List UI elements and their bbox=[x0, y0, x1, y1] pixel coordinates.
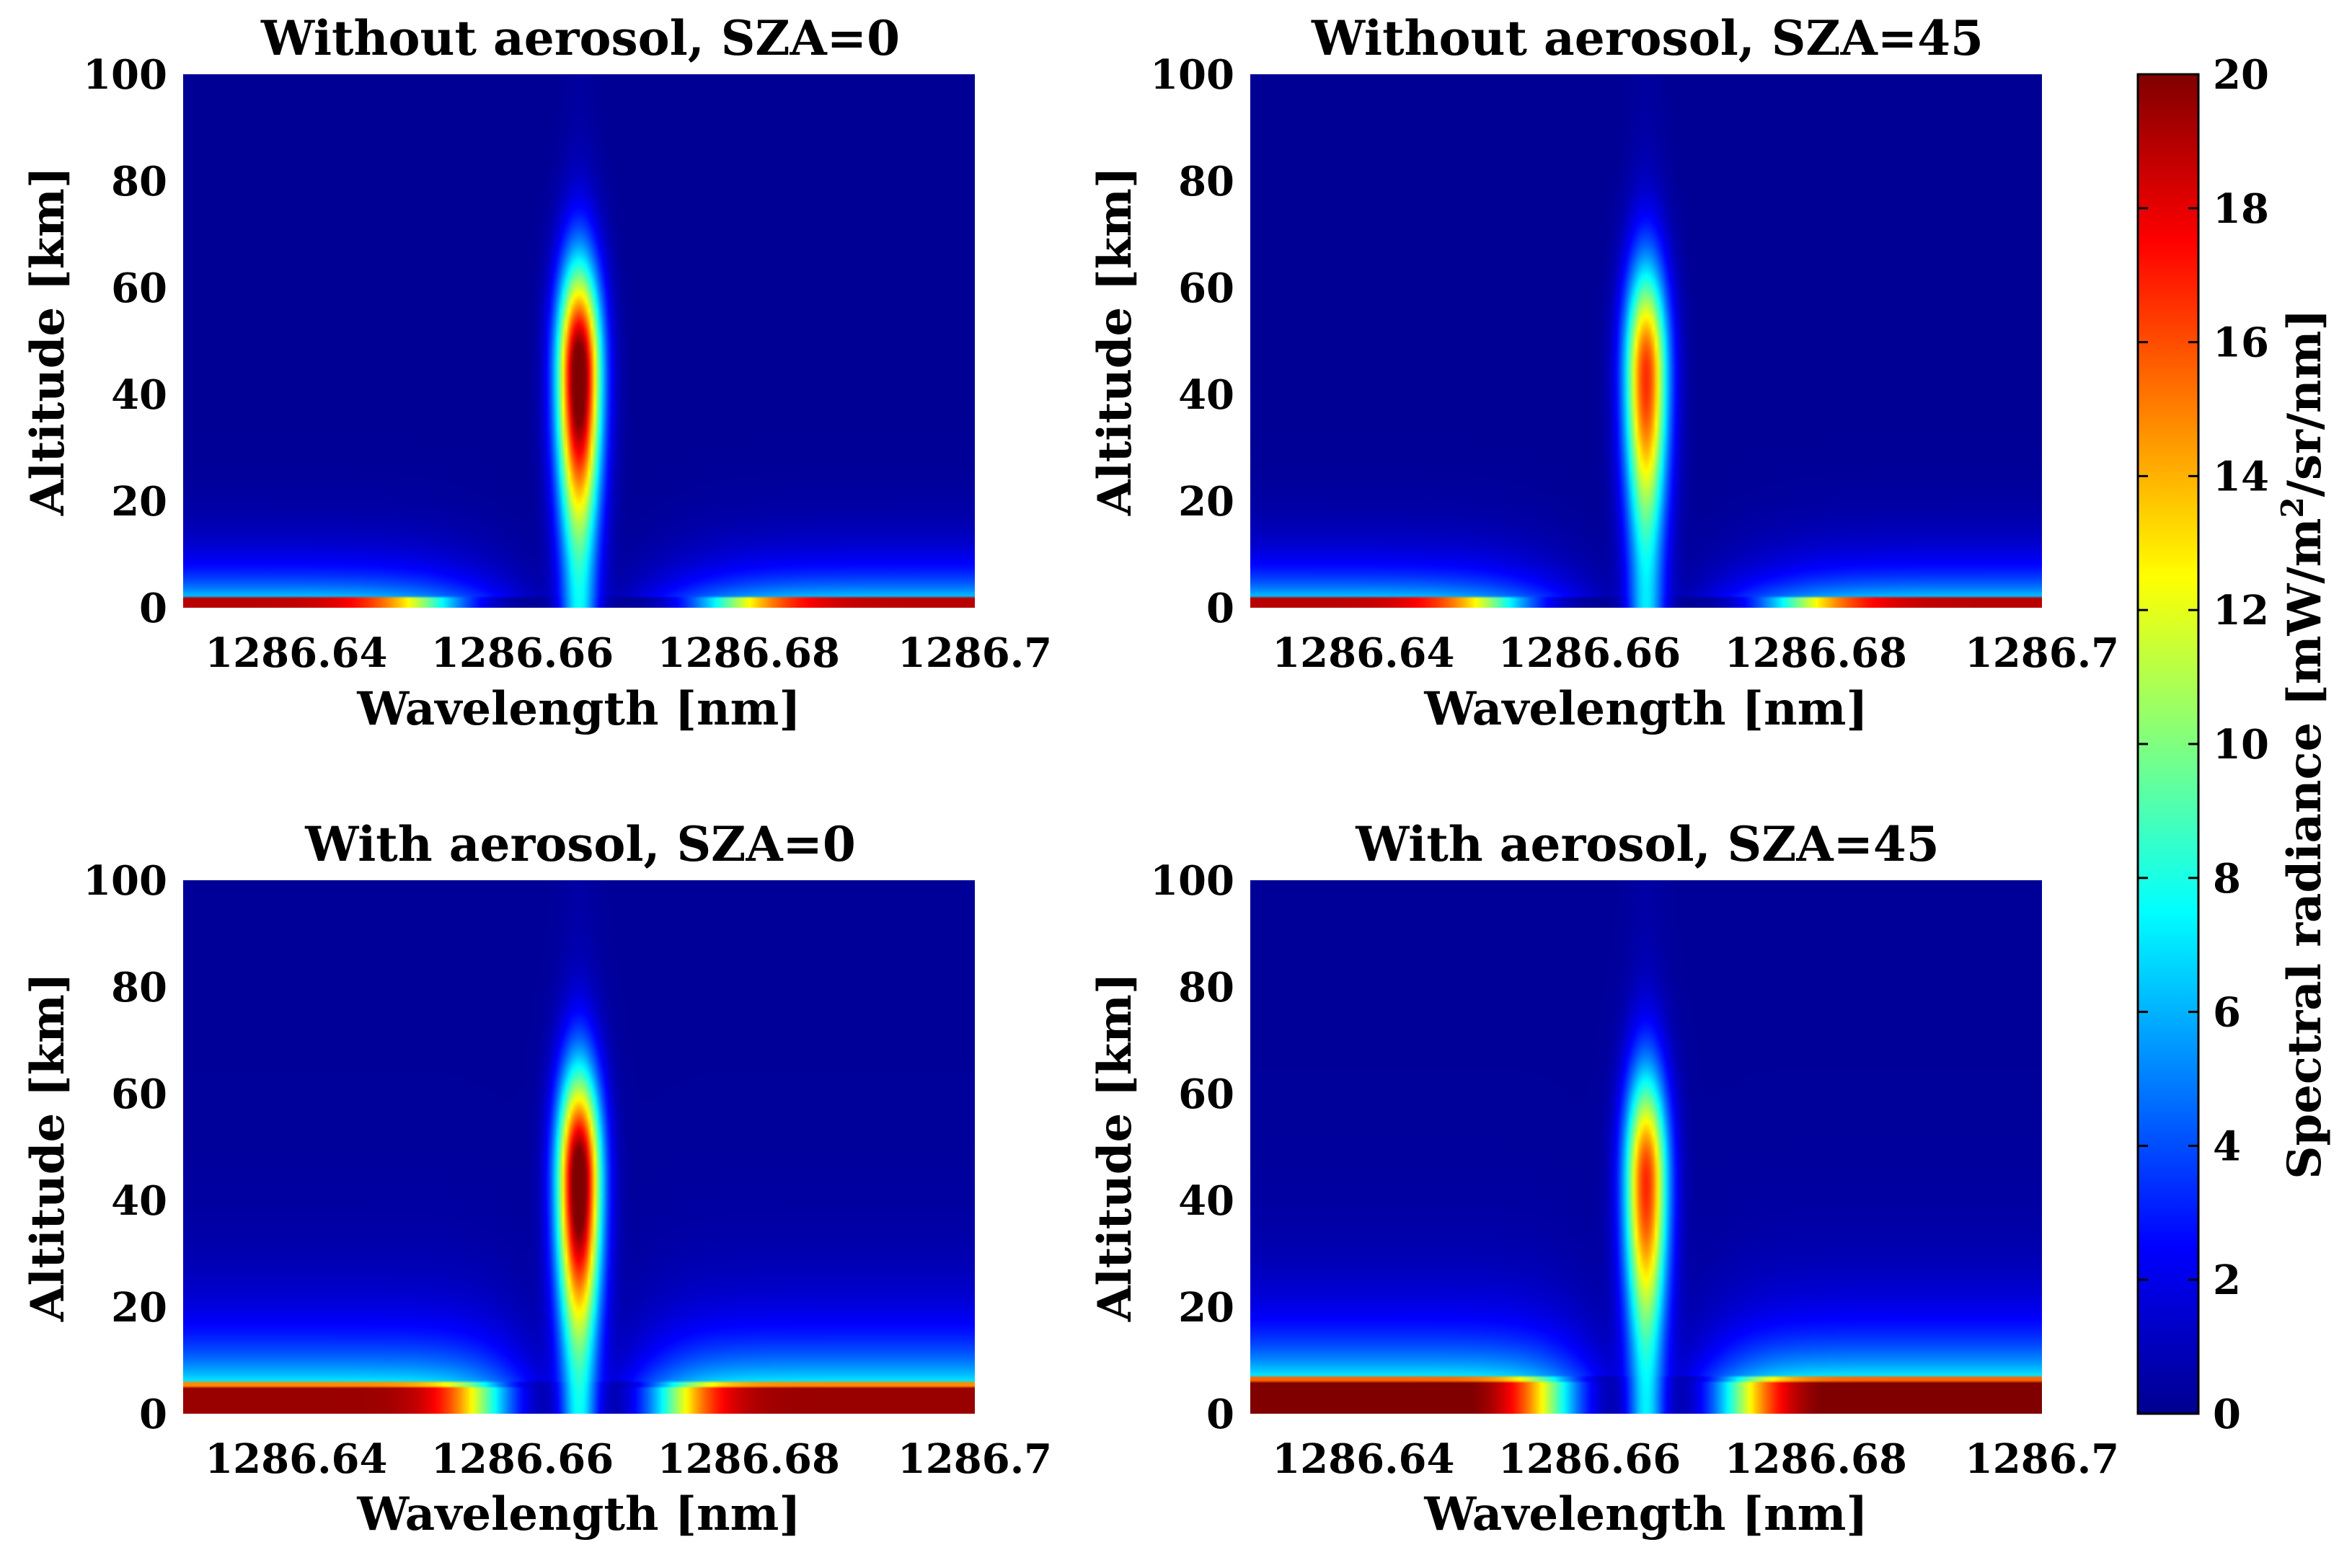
x-axis-label: Wavelength [nm] bbox=[1423, 1487, 1867, 1541]
y-tick-label: 0 bbox=[1206, 585, 1234, 632]
y-tick-label: 80 bbox=[1178, 964, 1234, 1011]
x-tick-label: 1286.66 bbox=[431, 629, 614, 677]
y-tick-label: 0 bbox=[1206, 1391, 1234, 1438]
y-tick-label: 60 bbox=[1178, 1071, 1234, 1118]
colorbar: 0 2 4 6 8 10 12 14 16 18 20 Spectral radiance [mW/… bbox=[2136, 51, 2332, 1438]
panel-with-aerosol-sza45: With aerosol, SZA=45 0 20 40 60 80 100 1286.6… bbox=[1088, 816, 2119, 1541]
y-ticks: 0 20 40 60 80 100 bbox=[1150, 857, 1234, 1438]
x-tick-label: 1286.64 bbox=[205, 1435, 387, 1483]
heatmap-image bbox=[183, 74, 975, 608]
y-tick-label: 60 bbox=[1178, 265, 1234, 312]
colorbar-tick-label: 2 bbox=[2213, 1257, 2241, 1304]
y-tick-label: 80 bbox=[111, 964, 167, 1011]
heatmap-image bbox=[1250, 880, 2042, 1414]
y-tick-label: 0 bbox=[139, 1391, 167, 1438]
x-axis-label: Wavelength [nm] bbox=[356, 1487, 800, 1541]
colorbar-tick-label: 0 bbox=[2213, 1391, 2241, 1438]
x-tick-label: 1286.64 bbox=[1272, 1435, 1454, 1483]
heatmap-area bbox=[183, 880, 975, 1414]
x-ticks: 1286.64 1286.66 1286.68 1286.7 bbox=[1272, 629, 2119, 677]
y-ticks: 0 20 40 60 80 100 bbox=[83, 51, 167, 632]
colorbar-tick-label: 4 bbox=[2213, 1122, 2241, 1170]
x-tick-label: 1286.7 bbox=[898, 629, 1052, 677]
y-tick-label: 20 bbox=[111, 478, 167, 526]
y-axis-label: Altitude [km] bbox=[21, 167, 75, 516]
y-tick-label: 100 bbox=[1150, 857, 1234, 905]
y-tick-label: 60 bbox=[111, 1071, 167, 1118]
y-tick-label: 40 bbox=[111, 1177, 167, 1225]
panel-without-aerosol-sza0: Without aerosol, SZA=0 0 20 40 60 80 100 1286… bbox=[21, 10, 1052, 736]
x-tick-label: 1286.66 bbox=[431, 1435, 614, 1483]
x-tick-label: 1286.64 bbox=[205, 629, 387, 677]
y-tick-label: 40 bbox=[1178, 371, 1234, 419]
panel-title: With aerosol, SZA=45 bbox=[1355, 816, 1939, 872]
y-axis-label: Altitude [km] bbox=[1088, 167, 1142, 516]
x-tick-label: 1286.7 bbox=[1965, 629, 2119, 677]
x-tick-label: 1286.68 bbox=[1725, 1435, 1907, 1483]
x-tick-label: 1286.68 bbox=[1725, 629, 1907, 677]
y-tick-label: 100 bbox=[83, 857, 167, 905]
y-tick-label: 20 bbox=[111, 1284, 167, 1332]
x-tick-label: 1286.7 bbox=[898, 1435, 1052, 1483]
y-tick-label: 40 bbox=[1178, 1177, 1234, 1225]
colorbar-tick-label: 12 bbox=[2213, 587, 2269, 634]
colorbar-label: Spectral radiance [mW/m2/sr/nm] bbox=[2275, 309, 2332, 1179]
heatmap-image bbox=[183, 880, 975, 1414]
colorbar-label-end: /sr/nm] bbox=[2278, 309, 2332, 497]
panel-title: With aerosol, SZA=0 bbox=[304, 816, 856, 872]
colorbar-label-main: Spectral radiance [mW/m bbox=[2278, 518, 2332, 1179]
panel-title: Without aerosol, SZA=45 bbox=[1311, 10, 1984, 66]
colorbar-tick-label: 16 bbox=[2213, 319, 2269, 367]
y-tick-label: 40 bbox=[111, 371, 167, 419]
colorbar-ticks: 0 2 4 6 8 10 12 14 16 18 20 bbox=[2138, 51, 2269, 1438]
x-tick-label: 1286.64 bbox=[1272, 629, 1454, 677]
x-tick-label: 1286.7 bbox=[1965, 1435, 2119, 1483]
x-tick-label: 1286.66 bbox=[1498, 629, 1681, 677]
colorbar-label-sup: 2 bbox=[2275, 497, 2310, 518]
panel-with-aerosol-sza0: With aerosol, SZA=0 0 20 40 60 80 100 1286.64… bbox=[21, 816, 1052, 1541]
x-ticks: 1286.64 1286.66 1286.68 1286.7 bbox=[205, 1435, 1052, 1483]
y-tick-label: 60 bbox=[111, 265, 167, 312]
x-tick-label: 1286.68 bbox=[658, 629, 840, 677]
colorbar-tick-label: 6 bbox=[2213, 989, 2241, 1037]
y-ticks: 0 20 40 60 80 100 bbox=[1150, 51, 1234, 632]
heatmap-area bbox=[1250, 74, 2042, 608]
heatmap-area bbox=[1250, 880, 2042, 1414]
y-ticks: 0 20 40 60 80 100 bbox=[83, 857, 167, 1438]
x-tick-label: 1286.66 bbox=[1498, 1435, 1681, 1483]
colorbar-tick-label: 14 bbox=[2213, 453, 2269, 500]
y-tick-label: 0 bbox=[139, 585, 167, 632]
x-axis-label: Wavelength [nm] bbox=[356, 682, 800, 736]
colorbar-tick-label: 18 bbox=[2213, 185, 2269, 233]
heatmap-area bbox=[183, 74, 975, 608]
colorbar-tick-label: 10 bbox=[2213, 721, 2269, 769]
x-ticks: 1286.64 1286.66 1286.68 1286.7 bbox=[1272, 1435, 2119, 1483]
x-tick-label: 1286.68 bbox=[658, 1435, 840, 1483]
colorbar-tick-label: 20 bbox=[2213, 51, 2269, 99]
y-tick-label: 100 bbox=[83, 51, 167, 99]
x-axis-label: Wavelength [nm] bbox=[1423, 682, 1867, 736]
y-tick-label: 80 bbox=[111, 158, 167, 205]
y-tick-label: 20 bbox=[1178, 478, 1234, 526]
heatmap-image bbox=[1250, 74, 2042, 608]
panel-title: Without aerosol, SZA=0 bbox=[260, 10, 900, 66]
y-axis-label: Altitude [km] bbox=[21, 973, 75, 1322]
y-tick-label: 100 bbox=[1150, 51, 1234, 99]
y-tick-label: 80 bbox=[1178, 158, 1234, 205]
colorbar-tick-label: 8 bbox=[2213, 855, 2241, 903]
y-axis-label: Altitude [km] bbox=[1088, 973, 1142, 1322]
panel-without-aerosol-sza45: Without aerosol, SZA=45 0 20 40 60 80 100 128… bbox=[1088, 10, 2119, 736]
y-tick-label: 20 bbox=[1178, 1284, 1234, 1332]
x-ticks: 1286.64 1286.66 1286.68 1286.7 bbox=[205, 629, 1052, 677]
